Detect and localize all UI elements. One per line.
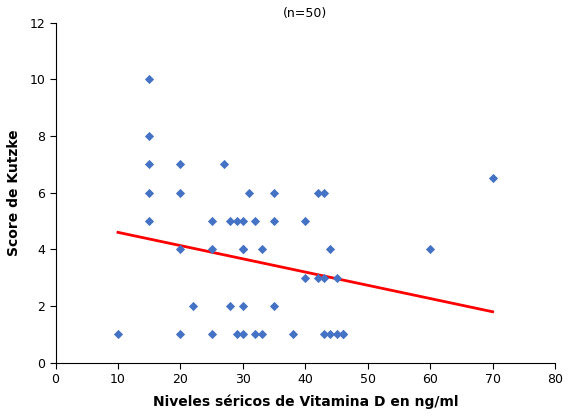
Point	[232, 331, 241, 338]
Point	[314, 189, 323, 196]
Point	[251, 218, 260, 224]
Point	[238, 218, 247, 224]
Point	[319, 189, 328, 196]
Point	[113, 331, 123, 338]
Point	[176, 189, 185, 196]
Point	[270, 303, 279, 310]
Point	[488, 175, 497, 182]
Point	[325, 246, 335, 253]
Point	[257, 246, 266, 253]
Point	[288, 331, 298, 338]
Point	[426, 246, 435, 253]
Point	[332, 275, 341, 281]
Point	[232, 218, 241, 224]
Point	[319, 275, 328, 281]
Point	[207, 331, 216, 338]
X-axis label: Niveles séricos de Vitamina D en ng/ml: Niveles séricos de Vitamina D en ng/ml	[153, 394, 458, 409]
Point	[270, 189, 279, 196]
Point	[226, 218, 235, 224]
Point	[145, 218, 154, 224]
Point	[207, 246, 216, 253]
Point	[314, 275, 323, 281]
Point	[226, 303, 235, 310]
Point	[332, 331, 341, 338]
Point	[145, 161, 154, 168]
Point	[145, 133, 154, 139]
Y-axis label: Score de Kutzke: Score de Kutzke	[7, 129, 21, 256]
Point	[325, 331, 335, 338]
Point	[238, 246, 247, 253]
Point	[238, 303, 247, 310]
Point	[338, 331, 347, 338]
Point	[188, 303, 197, 310]
Point	[176, 331, 185, 338]
Point	[338, 331, 347, 338]
Point	[219, 161, 229, 168]
Point	[176, 161, 185, 168]
Point	[251, 331, 260, 338]
Point	[207, 218, 216, 224]
Point	[238, 331, 247, 338]
Point	[270, 218, 279, 224]
Point	[319, 331, 328, 338]
Point	[238, 246, 247, 253]
Point	[257, 331, 266, 338]
Point	[176, 246, 185, 253]
Point	[145, 189, 154, 196]
Title: (n=50): (n=50)	[283, 7, 327, 20]
Point	[145, 76, 154, 82]
Point	[301, 218, 310, 224]
Point	[245, 189, 254, 196]
Point	[301, 275, 310, 281]
